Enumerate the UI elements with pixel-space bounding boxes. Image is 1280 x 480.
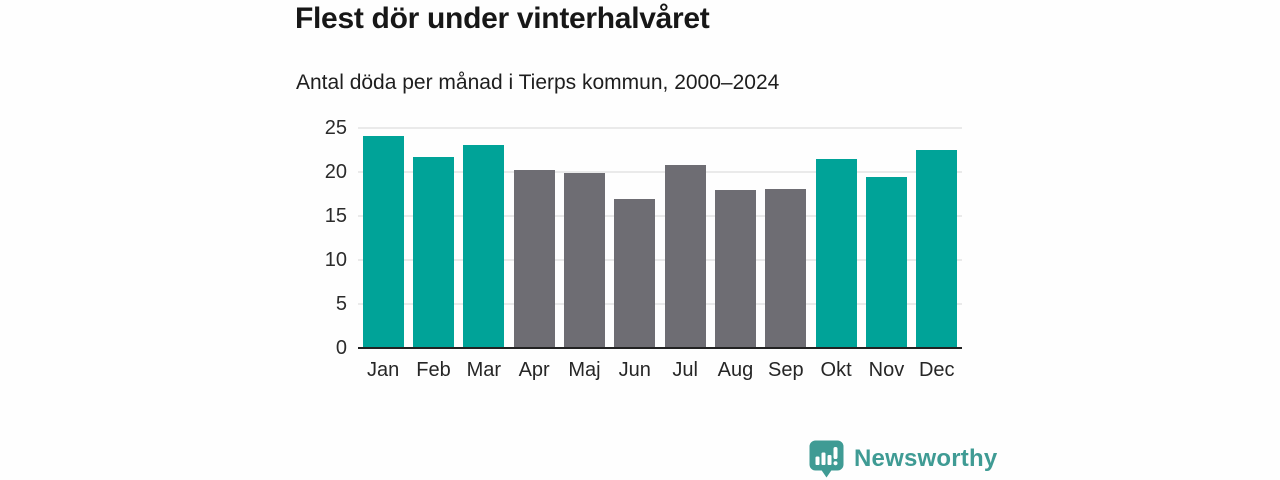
bar-slot-sep bbox=[761, 128, 811, 348]
newsworthy-branding: Newsworthy bbox=[808, 440, 997, 478]
bar-feb bbox=[412, 157, 454, 348]
chart-title: Flest dör under vinterhalvåret bbox=[295, 2, 710, 35]
bar-dec bbox=[916, 150, 958, 348]
x-tick-label-apr: Apr bbox=[518, 359, 550, 381]
bar-slot-aug bbox=[710, 128, 760, 348]
bar-series bbox=[358, 128, 962, 348]
gridline-5 bbox=[358, 303, 962, 305]
bar-aug bbox=[714, 189, 756, 348]
gridline-25 bbox=[358, 127, 962, 129]
y-tick-label-10: 10 bbox=[324, 249, 347, 271]
newsworthy-wordmark: Newsworthy bbox=[854, 445, 998, 472]
x-axis-line bbox=[358, 347, 962, 349]
bar-sep bbox=[765, 188, 807, 348]
bar-maj bbox=[563, 172, 605, 348]
x-tick-label-okt: Okt bbox=[820, 359, 852, 381]
bar-slot-maj bbox=[559, 128, 609, 348]
bar-slot-jul bbox=[660, 128, 710, 348]
y-tick-label-25: 25 bbox=[324, 117, 347, 139]
bar-jun bbox=[614, 199, 656, 348]
bar-slot-jun bbox=[610, 128, 660, 348]
x-tick-label-feb: Feb bbox=[416, 359, 451, 381]
bar-mar bbox=[463, 144, 505, 348]
gridline-20 bbox=[358, 171, 962, 173]
x-tick-label-maj: Maj bbox=[568, 359, 601, 381]
bar-slot-okt bbox=[811, 128, 861, 348]
bar-jan bbox=[362, 135, 404, 348]
bar-apr bbox=[513, 170, 555, 348]
x-tick-label-jun: Jun bbox=[618, 359, 651, 381]
y-axis-labels: 0 5 10 15 20 25 bbox=[270, 117, 347, 359]
bar-nov bbox=[865, 177, 907, 348]
y-tick-label-5: 5 bbox=[335, 293, 347, 315]
x-tick-label-jan: Jan bbox=[367, 359, 400, 381]
y-tick-label-15: 15 bbox=[324, 205, 347, 227]
bar-slot-apr bbox=[509, 128, 559, 348]
bar-jul bbox=[664, 164, 706, 348]
x-tick-label-aug: Aug bbox=[717, 359, 754, 381]
bar-okt bbox=[815, 158, 857, 348]
y-tick-label-20: 20 bbox=[324, 161, 347, 183]
x-tick-label-sep: Sep bbox=[767, 359, 804, 381]
gridline-15 bbox=[358, 215, 962, 217]
newsworthy-logo-icon bbox=[809, 440, 844, 478]
bar-slot-dec bbox=[912, 128, 962, 348]
y-tick-label-0: 0 bbox=[335, 337, 347, 359]
chart-subtitle: Antal döda per månad i Tierps kommun, 20… bbox=[296, 71, 780, 94]
bar-slot-jan bbox=[358, 128, 408, 348]
bar-slot-nov bbox=[861, 128, 911, 348]
gridline-10 bbox=[358, 259, 962, 261]
bar-slot-mar bbox=[459, 128, 509, 348]
x-tick-label-jul: Jul bbox=[672, 359, 698, 381]
x-tick-label-nov: Nov bbox=[868, 359, 905, 381]
x-axis-labels: Jan Feb Mar Apr Maj Jun Jul Aug Sep Okt Nov Dec bbox=[358, 359, 962, 382]
x-tick-label-dec: Dec bbox=[918, 359, 955, 381]
bar-chart-plot-area bbox=[358, 127, 962, 349]
bar-slot-feb bbox=[408, 128, 458, 348]
x-tick-label-mar: Mar bbox=[466, 359, 502, 381]
